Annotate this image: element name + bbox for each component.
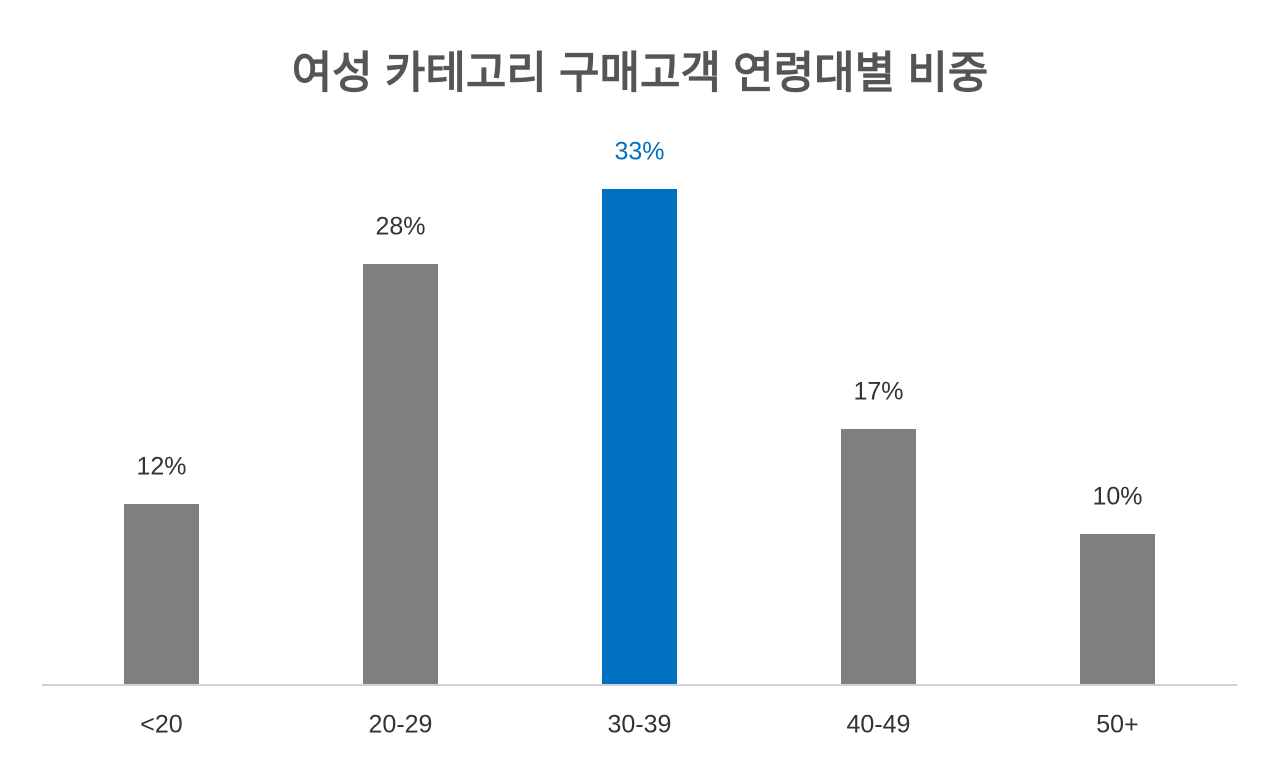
bar (363, 264, 438, 684)
x-tick-label: 40-49 (847, 711, 911, 739)
data-label: 12% (136, 453, 186, 481)
bar (124, 504, 199, 684)
x-tick-label: 20-29 (369, 711, 433, 739)
data-label: 10% (1092, 483, 1142, 511)
data-label: 17% (853, 378, 903, 406)
data-label: 28% (375, 213, 425, 241)
data-label: 33% (614, 138, 664, 166)
chart-title: 여성 카테고리 구매고객 연령대별 비중 (292, 49, 989, 98)
x-tick-label: <20 (140, 711, 182, 739)
x-tick-label: 50+ (1096, 711, 1138, 739)
bar (602, 189, 677, 684)
x-tick-label: 30-39 (608, 711, 672, 739)
bar (1080, 534, 1155, 684)
bar (841, 429, 916, 684)
